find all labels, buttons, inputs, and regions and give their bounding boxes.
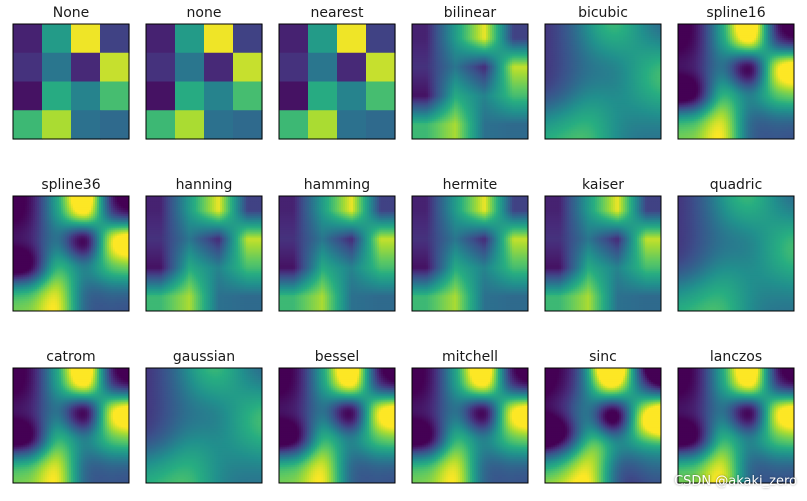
panel-image (13, 24, 130, 140)
heatmap-cell (366, 53, 396, 82)
heatmap-cell (100, 82, 130, 111)
heatmap-cell (366, 82, 396, 111)
heatmap-cell (175, 53, 205, 82)
heatmap-cell (233, 53, 263, 82)
panel-title: bilinear (444, 5, 497, 21)
heatmap-cell (204, 24, 234, 53)
interpolation-figure: None none nearest bilinear bicubic spline16sp… (0, 0, 807, 501)
panel-none: None (13, 5, 130, 140)
panel-title: None (53, 5, 90, 21)
heatmap-cell (279, 24, 309, 53)
panel-bilinear: bilinear (412, 5, 529, 140)
heatmap-cell (204, 53, 234, 82)
panel-image (146, 24, 263, 140)
heatmap-cell (13, 82, 43, 111)
heatmap-cell (308, 82, 338, 111)
heatmap-cell (42, 24, 72, 53)
heatmap-cell (366, 24, 396, 53)
heatmap-cell (13, 110, 43, 139)
heatmap-cell (146, 82, 176, 111)
heatmap-cell (308, 24, 338, 53)
heatmap-cell (337, 110, 367, 139)
heatmap-cell (233, 110, 263, 139)
heatmap-cell (233, 82, 263, 111)
panel-title: nearest (311, 5, 364, 21)
heatmap-cell (337, 24, 367, 53)
heatmap-cell (233, 24, 263, 53)
panel-image (412, 24, 529, 140)
heatmap-cell (337, 53, 367, 82)
heatmap-cell (204, 82, 234, 111)
heatmap-cell (71, 82, 101, 111)
heatmap-cell (13, 24, 43, 53)
heatmap-cell (146, 24, 176, 53)
heatmap-cell (146, 110, 176, 139)
panel-title: none (187, 5, 222, 21)
heatmap-cell (42, 110, 72, 139)
heatmap-cell (366, 110, 396, 139)
heatmap-cell (308, 110, 338, 139)
heatmap-cell (71, 53, 101, 82)
heatmap-cell (71, 110, 101, 139)
heatmap-cell (42, 82, 72, 111)
panel-nearest: nearest (279, 5, 396, 140)
panel-none: none (146, 5, 263, 140)
heatmap-cell (175, 24, 205, 53)
heatmap-cell (279, 110, 309, 139)
heatmap-cell (175, 110, 205, 139)
heatmap-cell (337, 82, 367, 111)
panel-image (279, 24, 396, 140)
heatmap-cell (71, 24, 101, 53)
heatmap-cell (146, 53, 176, 82)
heatmap-cell (204, 110, 234, 139)
heatmap-cell (100, 110, 130, 139)
heatmap-cell (13, 53, 43, 82)
heatmap-cell (279, 82, 309, 111)
heatmap-cell (100, 53, 130, 82)
heatmap-cell (42, 53, 72, 82)
heatmap-cell (308, 53, 338, 82)
heatmap-cell (175, 82, 205, 111)
heatmap-cell (279, 53, 309, 82)
heatmap-cell (100, 24, 130, 53)
